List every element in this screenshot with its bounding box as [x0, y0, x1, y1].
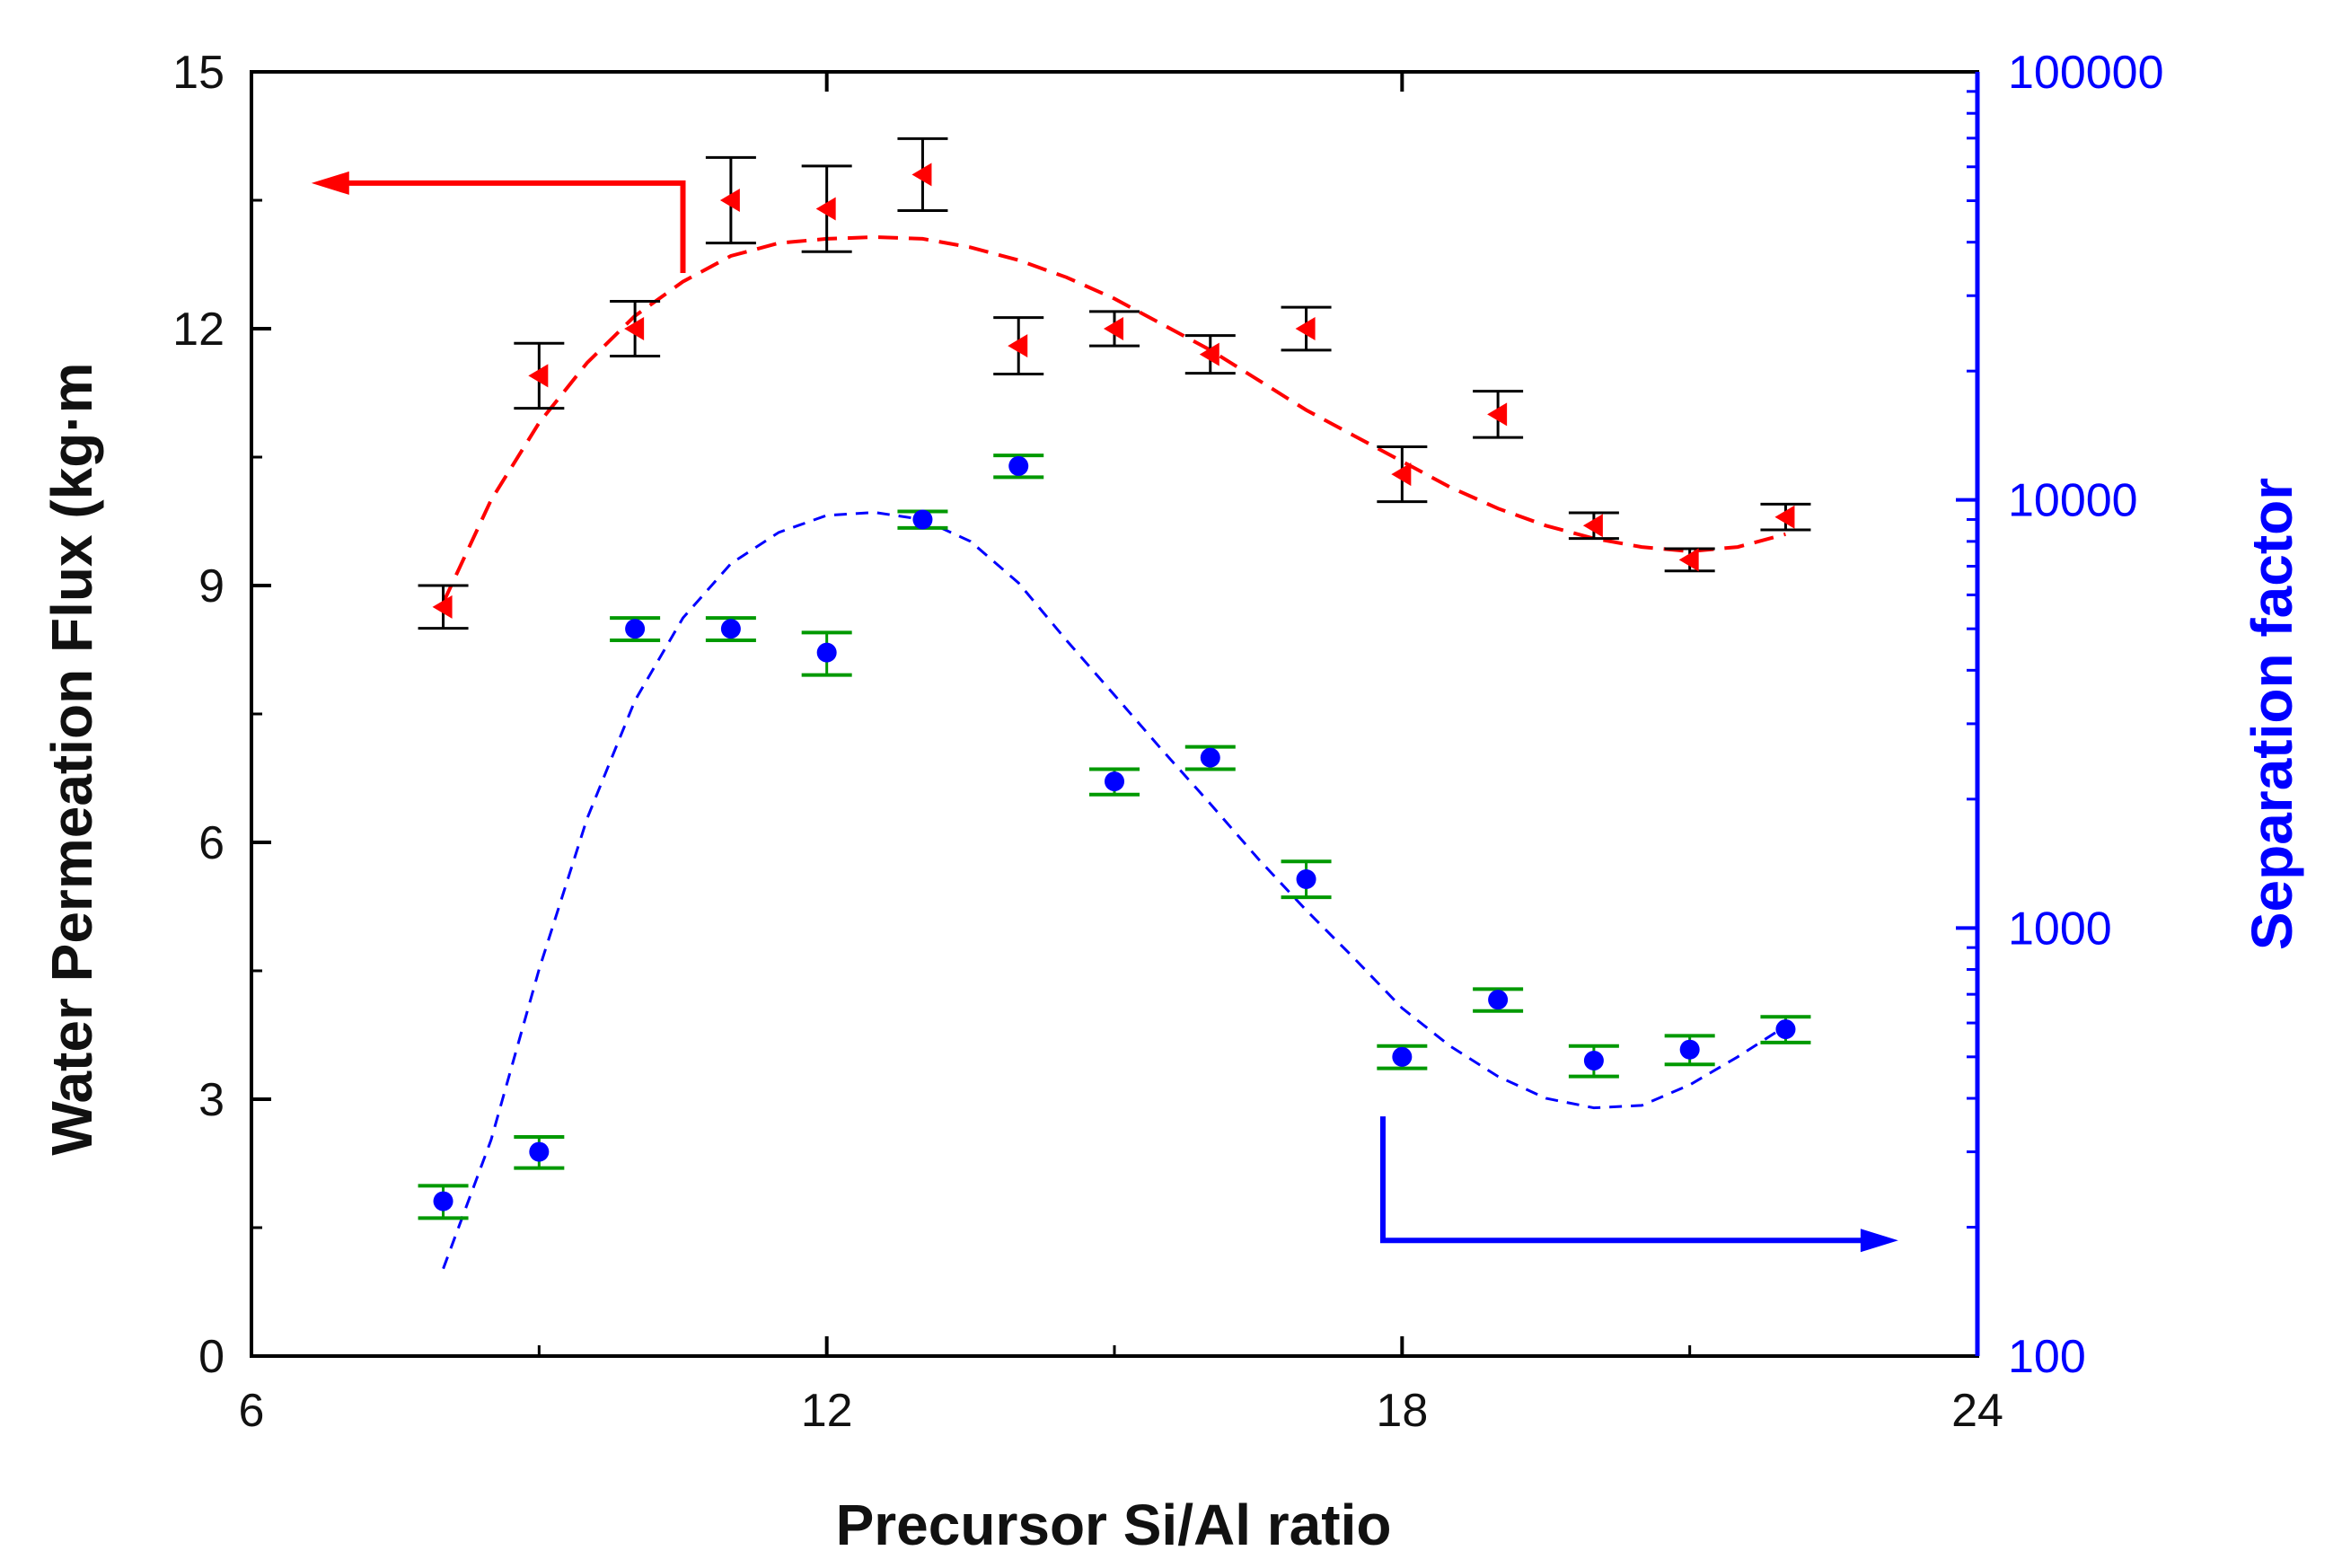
- separation-point: [433, 1191, 453, 1211]
- y-right-tick-label: 10000: [2008, 475, 2138, 527]
- separation-fit: [442, 511, 1787, 1270]
- separation-point: [1392, 1046, 1413, 1067]
- flux-point: [1487, 402, 1508, 427]
- separation-point: [720, 619, 741, 639]
- separation-point: [1008, 455, 1029, 476]
- flux-point: [815, 197, 836, 221]
- separation-point: [1775, 1019, 1796, 1040]
- y-axis-title-left: Water Permeation Flux (kg·m: [40, 362, 104, 1155]
- right-axis-arrow-line: [1379, 1116, 1862, 1244]
- y-left-tick-label: 6: [198, 817, 225, 869]
- left-axis-arrow-line: [347, 180, 686, 274]
- separation-point: [816, 642, 837, 663]
- point-layer: [432, 163, 1796, 1211]
- y-left-tick-label: 3: [198, 1074, 225, 1126]
- flux-point: [1582, 514, 1603, 538]
- flux-point: [1104, 317, 1123, 340]
- y-right-tick-label: 100: [2008, 1331, 2086, 1383]
- y-left-tick-label: 12: [172, 304, 225, 356]
- label-layer: 6 12 18 24 0 3 6 9 12 15 100 1000 10000 100000: [172, 47, 2163, 1437]
- y-right-tick-label: 100000: [2008, 47, 2164, 99]
- separation-point: [1200, 747, 1220, 768]
- axis-layer: [250, 70, 1980, 1358]
- left-axis-arrow-head: [311, 171, 349, 195]
- separation-point: [529, 1141, 550, 1162]
- x-tick-label: 6: [239, 1385, 265, 1437]
- flux-point: [528, 364, 549, 388]
- y-axis-title-right: Separation factor: [2240, 478, 2304, 950]
- annotation-layer: [311, 171, 1898, 1253]
- separation-point: [1105, 771, 1124, 792]
- flux-point: [911, 163, 932, 187]
- x-tick-label: 18: [1376, 1385, 1428, 1437]
- fit-layer: [441, 234, 1787, 1270]
- flux-point: [1391, 462, 1412, 487]
- right-axis-arrow-head: [1860, 1229, 1898, 1253]
- flux-point: [719, 189, 740, 212]
- x-tick-label: 12: [801, 1385, 853, 1437]
- separation-point: [1679, 1039, 1700, 1060]
- y-right-tick-label: 1000: [2008, 903, 2112, 955]
- x-axis-title: Precursor Si/Al ratio: [836, 1493, 1392, 1557]
- flux-point: [1008, 334, 1028, 358]
- separation-point: [1296, 869, 1316, 890]
- flux-point: [624, 317, 645, 340]
- flux-point: [432, 595, 453, 619]
- error-bar-layer: [418, 137, 1811, 1220]
- y-left-tick-label: 9: [198, 560, 225, 612]
- separation-point: [1583, 1051, 1604, 1071]
- separation-point: [625, 619, 646, 639]
- x-tick-label: 24: [1951, 1385, 2003, 1437]
- flux-fit: [441, 234, 1786, 603]
- flux-point: [1774, 505, 1795, 529]
- flux-point: [1199, 342, 1219, 366]
- separation-point: [1488, 990, 1509, 1010]
- y-left-tick-label: 0: [198, 1331, 225, 1383]
- flux-point: [1678, 548, 1699, 572]
- flux-point: [1295, 317, 1316, 340]
- y-left-tick-label: 15: [172, 47, 225, 99]
- separation-point: [912, 509, 933, 530]
